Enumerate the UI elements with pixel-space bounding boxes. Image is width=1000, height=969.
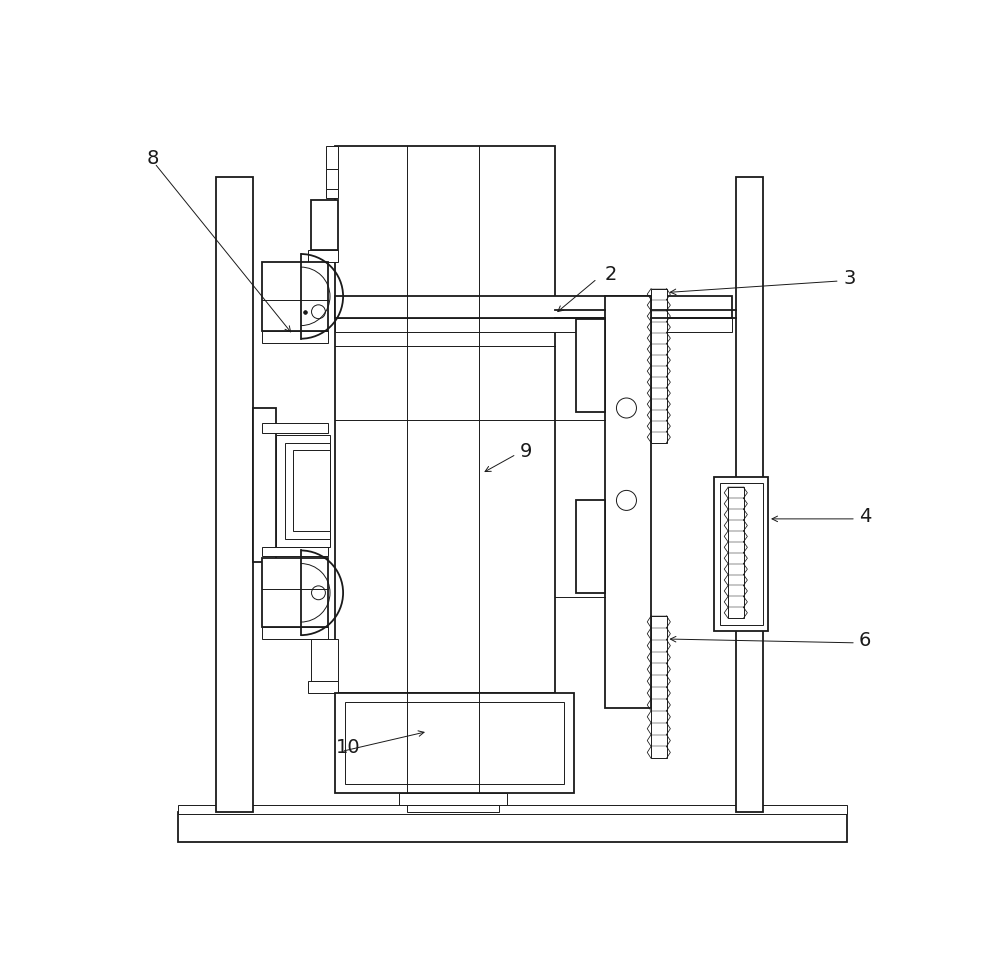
Bar <box>262 263 328 331</box>
Bar <box>216 178 253 812</box>
Text: 6: 6 <box>859 630 871 649</box>
Bar <box>605 297 651 708</box>
Bar <box>262 424 328 433</box>
Text: 10: 10 <box>335 737 360 757</box>
Bar <box>345 703 564 784</box>
Bar <box>311 640 338 681</box>
Bar <box>576 501 605 593</box>
Bar <box>335 319 732 332</box>
Bar <box>399 794 507 804</box>
Bar <box>293 451 330 532</box>
Bar <box>308 681 338 693</box>
Bar <box>262 331 328 343</box>
Bar <box>651 290 667 443</box>
Bar <box>651 616 667 759</box>
Bar <box>311 201 338 251</box>
Bar <box>714 478 768 632</box>
Text: 2: 2 <box>605 265 617 284</box>
Bar <box>178 804 847 814</box>
Bar <box>253 409 276 562</box>
Text: 9: 9 <box>520 442 533 460</box>
Text: 4: 4 <box>859 507 871 526</box>
Bar <box>736 178 763 812</box>
Text: 8: 8 <box>147 149 159 168</box>
Text: 3: 3 <box>844 268 856 287</box>
Bar <box>576 320 605 413</box>
Bar <box>326 171 338 189</box>
Bar <box>308 251 338 263</box>
Bar <box>335 693 574 794</box>
Bar <box>276 435 330 547</box>
Bar <box>262 628 328 640</box>
Bar <box>335 147 555 693</box>
Bar <box>720 484 763 626</box>
Bar <box>335 297 732 319</box>
Bar <box>728 487 744 618</box>
Bar <box>178 812 847 842</box>
Bar <box>285 443 330 540</box>
Bar <box>262 558 328 628</box>
Bar <box>262 547 328 556</box>
Bar <box>407 804 499 812</box>
Bar <box>326 189 338 199</box>
Bar <box>326 147 338 171</box>
